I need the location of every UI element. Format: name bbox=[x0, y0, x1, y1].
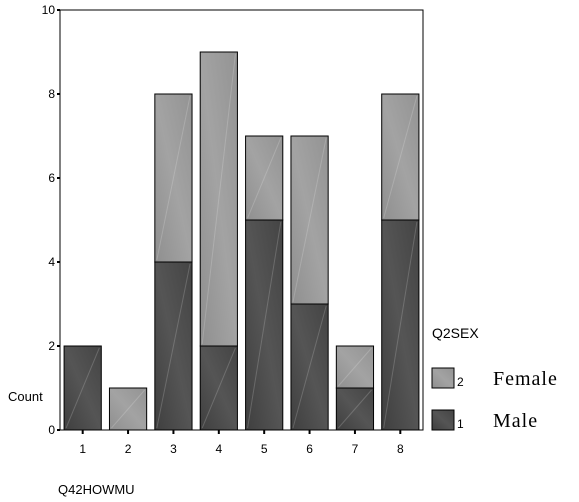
y-axis: 0 2 4 6 8 10 bbox=[42, 3, 60, 437]
bar-female-8 bbox=[381, 93, 420, 221]
bar-female-3 bbox=[154, 93, 193, 263]
bar-shading-line bbox=[156, 95, 191, 261]
bar-shading-line bbox=[247, 221, 282, 429]
y-tick-label: 0 bbox=[48, 423, 55, 437]
legend-swatch-female bbox=[431, 367, 455, 389]
legend-label-male: Male bbox=[493, 410, 538, 432]
legend-swatch-male bbox=[431, 409, 455, 431]
y-tick-label: 8 bbox=[48, 87, 55, 101]
x-tick-label: 2 bbox=[125, 442, 132, 456]
bar-female-4 bbox=[199, 51, 238, 347]
legend-code: 1 bbox=[457, 417, 464, 431]
x-tick-label: 8 bbox=[397, 442, 404, 456]
bar-male-3 bbox=[154, 261, 193, 431]
bar-shading-line bbox=[247, 137, 282, 219]
legend-title: Q2SEX bbox=[432, 325, 479, 341]
bar-female-5 bbox=[245, 135, 284, 221]
bar-shading-line bbox=[337, 389, 372, 429]
y-tick-label: 6 bbox=[48, 171, 55, 185]
bar-male-5 bbox=[245, 219, 284, 431]
x-tick-label: 3 bbox=[170, 442, 177, 456]
bar-shading-line bbox=[383, 95, 418, 219]
x-tick-label: 6 bbox=[306, 442, 313, 456]
bar-female-7 bbox=[335, 345, 375, 389]
legend-label-female: Female bbox=[493, 368, 558, 390]
bar-male-4 bbox=[199, 345, 238, 431]
x-axis: 1 2 3 4 5 6 7 8 bbox=[79, 430, 404, 456]
x-tick-label: 5 bbox=[261, 442, 268, 456]
x-axis-label: Q42HOWMU bbox=[58, 482, 135, 497]
bar-female-6 bbox=[290, 135, 329, 305]
bar-male-1 bbox=[63, 345, 102, 431]
legend: Q2SEX 2 Female 1 Male bbox=[431, 325, 558, 432]
bar-shading-line bbox=[201, 347, 236, 429]
x-tick-label: 7 bbox=[352, 442, 359, 456]
bar-shading-line bbox=[65, 347, 100, 429]
x-tick-label: 4 bbox=[215, 442, 222, 456]
bar-shading-line bbox=[383, 221, 418, 429]
bar-female-2 bbox=[108, 387, 148, 431]
plot-frame bbox=[59, 9, 424, 431]
bar-shading-line bbox=[111, 389, 146, 429]
y-tick-label: 10 bbox=[42, 3, 56, 17]
y-axis-label: Count bbox=[8, 389, 43, 404]
legend-code: 2 bbox=[457, 375, 464, 389]
bar-shading-line bbox=[201, 53, 236, 345]
bar-shading-line bbox=[337, 347, 372, 387]
x-tick-label: 1 bbox=[79, 442, 86, 456]
bar-shading-line bbox=[292, 305, 327, 429]
y-tick-label: 2 bbox=[48, 339, 55, 353]
bar-shading-line bbox=[292, 137, 327, 303]
plot-area bbox=[63, 51, 420, 431]
y-tick-label: 4 bbox=[48, 255, 55, 269]
bar-shading-line bbox=[156, 263, 191, 429]
